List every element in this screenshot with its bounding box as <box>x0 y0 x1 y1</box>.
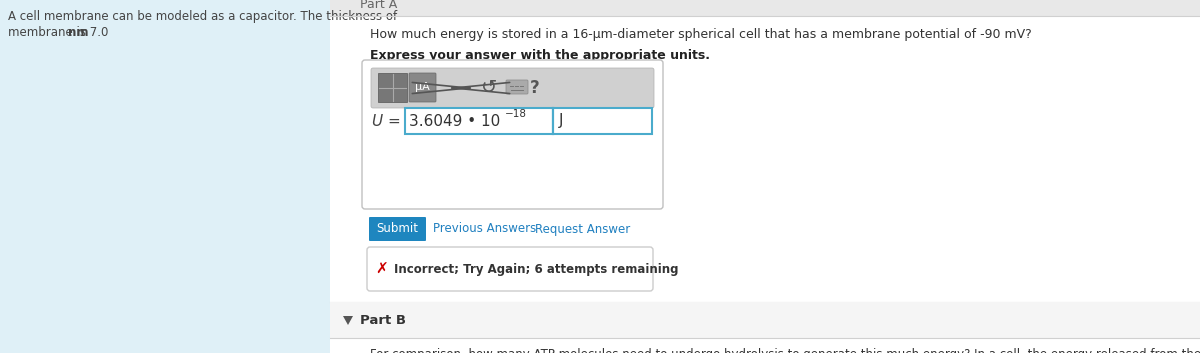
FancyBboxPatch shape <box>378 73 407 102</box>
Text: A cell membrane can be modeled as a capacitor. The thickness of: A cell membrane can be modeled as a capa… <box>8 10 397 23</box>
Text: µA: µA <box>415 83 430 92</box>
Text: −18: −18 <box>505 109 527 119</box>
Text: $U$ =: $U$ = <box>371 113 400 129</box>
FancyBboxPatch shape <box>506 80 528 94</box>
Text: Submit: Submit <box>377 222 419 235</box>
Polygon shape <box>343 316 353 325</box>
FancyBboxPatch shape <box>330 302 1200 338</box>
Text: ↺: ↺ <box>481 78 497 97</box>
FancyBboxPatch shape <box>406 108 553 134</box>
Text: membrane is 7.0: membrane is 7.0 <box>8 26 112 39</box>
Text: ✗: ✗ <box>376 262 389 276</box>
FancyBboxPatch shape <box>362 60 662 209</box>
Text: nm: nm <box>68 26 89 39</box>
Text: How much energy is stored in a 16-μm-diameter spherical cell that has a membrane: How much energy is stored in a 16-μm-dia… <box>370 28 1032 41</box>
Text: Incorrect; Try Again; 6 attempts remaining: Incorrect; Try Again; 6 attempts remaini… <box>394 263 678 275</box>
Text: Request Answer: Request Answer <box>535 222 630 235</box>
FancyBboxPatch shape <box>330 0 1200 16</box>
FancyBboxPatch shape <box>370 217 426 241</box>
FancyBboxPatch shape <box>553 108 652 134</box>
Text: Part B: Part B <box>360 313 406 327</box>
Text: .: . <box>82 26 85 39</box>
Text: J: J <box>559 114 564 128</box>
FancyBboxPatch shape <box>409 73 436 102</box>
FancyBboxPatch shape <box>367 247 653 291</box>
FancyBboxPatch shape <box>371 68 654 108</box>
FancyBboxPatch shape <box>0 0 330 353</box>
Text: ?: ? <box>530 79 540 97</box>
Text: Part A: Part A <box>360 0 397 11</box>
Text: Previous Answers: Previous Answers <box>433 222 536 235</box>
Text: 3.6049 • 10: 3.6049 • 10 <box>409 114 500 128</box>
Text: Express your answer with the appropriate units.: Express your answer with the appropriate… <box>370 49 710 62</box>
Text: For comparison, how many ATP molecules need to undergo hydrolysis to generate th: For comparison, how many ATP molecules n… <box>370 348 1200 353</box>
